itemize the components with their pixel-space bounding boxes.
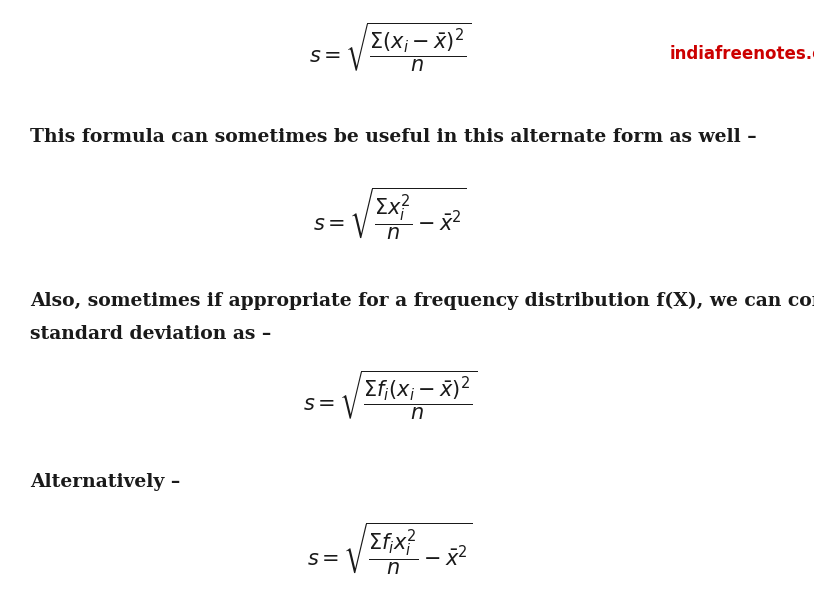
- Text: standard deviation as –: standard deviation as –: [30, 325, 271, 343]
- Text: $s = \sqrt{\dfrac{\Sigma(x_i-\bar{x})^2}{n}}$: $s = \sqrt{\dfrac{\Sigma(x_i-\bar{x})^2}…: [309, 20, 471, 73]
- Text: Also, sometimes if appropriate for a frequency distribution f(X), we can compute: Also, sometimes if appropriate for a fre…: [30, 292, 814, 310]
- Text: indiafreenotes.com: indiafreenotes.com: [670, 45, 814, 63]
- Text: $s = \sqrt{\dfrac{\Sigma x_i^2}{n} - \bar{x}^2}$: $s = \sqrt{\dfrac{\Sigma x_i^2}{n} - \ba…: [313, 185, 466, 242]
- Text: $s = \sqrt{\dfrac{\Sigma f_i x_i^2}{n} - \bar{x}^2}$: $s = \sqrt{\dfrac{\Sigma f_i x_i^2}{n} -…: [308, 520, 473, 577]
- Text: $s = \sqrt{\dfrac{\Sigma f_i(x_i-\bar{x})^2}{n}}$: $s = \sqrt{\dfrac{\Sigma f_i(x_i-\bar{x}…: [303, 368, 477, 421]
- Text: Alternatively –: Alternatively –: [30, 473, 180, 491]
- Text: This formula can sometimes be useful in this alternate form as well –: This formula can sometimes be useful in …: [30, 128, 757, 146]
